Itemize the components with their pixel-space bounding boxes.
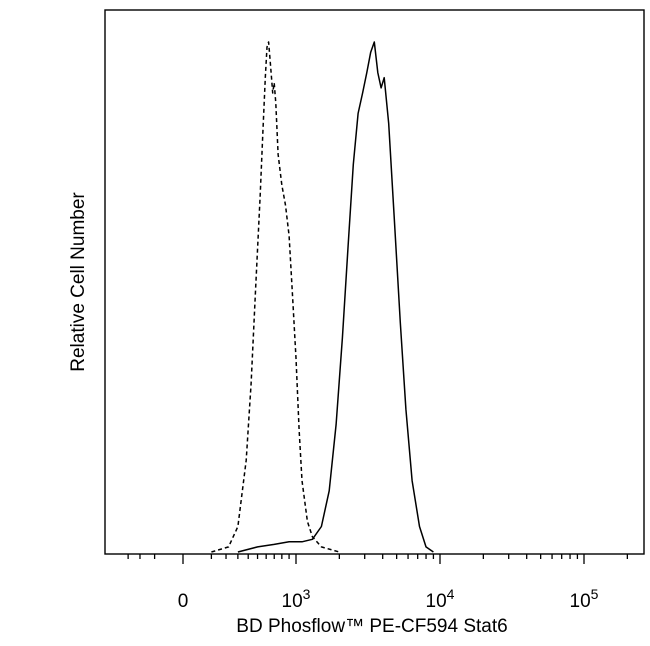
solid-histogram-line	[237, 41, 434, 553]
plot-frame	[104, 9, 645, 555]
x-axis-ticks	[127, 554, 628, 564]
x-tick-labels: 0 103 104 105	[178, 586, 599, 612]
x-axis-label: BD Phosflow™ PE-CF594 Stat6	[236, 616, 507, 637]
series-layer	[211, 41, 434, 553]
x-tick-label: 103	[282, 586, 311, 612]
x-tick-label: 0	[178, 591, 189, 612]
dashed-histogram-line	[211, 41, 340, 553]
y-axis-label: Relative Cell Number	[68, 192, 89, 372]
x-tick-label: 104	[426, 586, 455, 612]
x-tick-label: 105	[570, 586, 599, 612]
